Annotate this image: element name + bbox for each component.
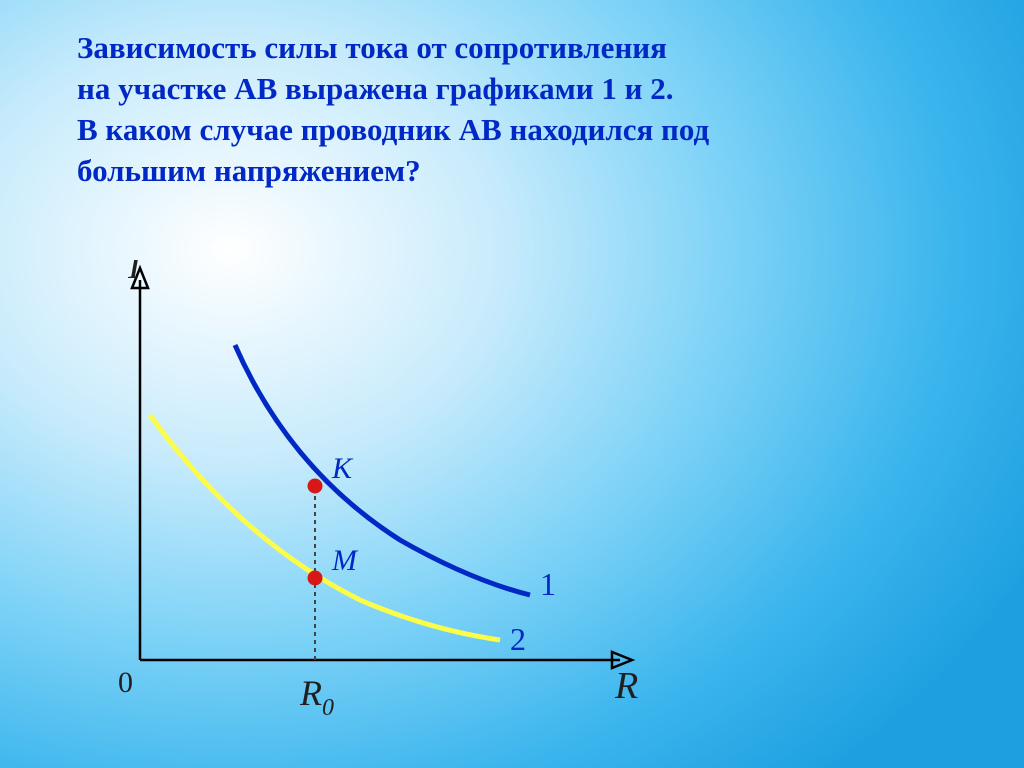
x-axis-label: R <box>614 665 638 707</box>
question-text: Зависимость силы тока от сопротивления н… <box>77 28 947 192</box>
curve-2 <box>150 415 500 640</box>
origin-label: 0 <box>118 666 133 699</box>
chart-container: I R 0 К М 1 2 R0 <box>60 260 660 740</box>
question-line-3: В каком случае проводник АВ находился по… <box>77 112 709 147</box>
y-axis-label: I <box>127 260 143 287</box>
chart-svg: I R 0 К М 1 2 R0 <box>60 260 660 740</box>
r0-label: R0 <box>299 673 334 721</box>
question-line-2: на участке АВ выражена графиками 1 и 2. <box>77 71 673 106</box>
point-k <box>308 479 323 494</box>
question-line-1: Зависимость силы тока от сопротивления <box>77 30 667 65</box>
question-line-4: большим напряжением? <box>77 153 421 188</box>
curve-2-label: 2 <box>510 621 526 657</box>
point-k-label: К <box>331 452 354 485</box>
point-m <box>308 571 323 586</box>
point-m-label: М <box>331 544 359 577</box>
curve-1 <box>235 345 530 595</box>
curve-1-label: 1 <box>540 566 556 602</box>
